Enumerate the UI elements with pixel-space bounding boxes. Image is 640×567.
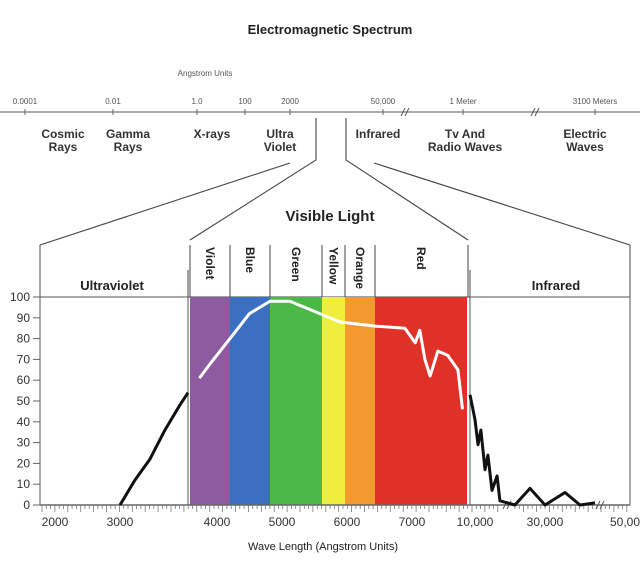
spectrum-tick-label: 1.0: [191, 97, 203, 106]
spectrum-tick-label: 50,000: [371, 97, 396, 106]
x-tick-label: 6000: [334, 515, 361, 529]
spectrum-region-label: Radio Waves: [428, 140, 503, 154]
y-tick-label: 50: [17, 394, 31, 408]
spectrum-tick-label: 1 Meter: [449, 97, 476, 106]
band-label: Blue: [243, 247, 257, 273]
spectrum-region-label: Tv And: [445, 127, 485, 141]
spectrum-region-label: Gamma: [106, 127, 150, 141]
band-label: Violet: [203, 247, 217, 279]
band-green: [270, 297, 322, 505]
band-violet: [190, 297, 230, 505]
band-label: Yellow: [327, 247, 341, 285]
spectrum-region-label: Cosmic: [41, 127, 85, 141]
spectrum-region-label: Rays: [49, 140, 78, 154]
y-tick-label: 90: [17, 311, 31, 325]
y-tick-label: 20: [17, 456, 31, 470]
x-tick-label: 4000: [204, 515, 231, 529]
scale-unit-label: Angstrom Units: [178, 69, 233, 78]
y-tick-label: 10: [17, 477, 31, 491]
spectrum-region-label: X-rays: [194, 127, 231, 141]
visible-light-title: Visible Light: [286, 208, 375, 225]
ultraviolet-panel-label: Ultraviolet: [80, 278, 144, 293]
x-tick-label: 50,00: [610, 515, 640, 529]
spectrum-region-label: Waves: [566, 140, 604, 154]
infrared-panel: [469, 296, 631, 506]
x-tick-label: 5000: [269, 515, 296, 529]
spectrum-region-label: Ultra: [266, 127, 294, 141]
zoom-funnel-lines: [39, 118, 631, 246]
band-orange: [345, 297, 375, 505]
spectrum-region-label: Infrared: [356, 127, 401, 141]
spectrum-region-label: Violet: [264, 140, 296, 154]
spectrum-tick-label: 0.0001: [13, 97, 38, 106]
band-blue: [230, 297, 270, 505]
spectrum-region-label: Electric: [563, 127, 607, 141]
figure-title: Electromagnetic Spectrum: [248, 22, 413, 37]
band-label: Orange: [353, 247, 367, 289]
y-tick-label: 0: [23, 498, 30, 512]
x-tick-label: 2000: [42, 515, 69, 529]
response-curve-infrared: [468, 394, 596, 507]
x-tick-label: 10,000: [457, 515, 494, 529]
spectrum-region-label: Rays: [114, 140, 143, 154]
y-tick-label: 70: [17, 352, 31, 366]
ultraviolet-panel: [39, 296, 189, 506]
y-tick-label: 30: [17, 436, 31, 450]
infrared-panel-label: Infrared: [532, 278, 580, 293]
spectrum-tick-label: 3100 Meters: [573, 97, 617, 106]
spectrum-tick-label: 0.01: [105, 97, 121, 106]
response-curve-visible: [198, 299, 464, 410]
y-tick-label: 80: [17, 332, 31, 346]
response-curve-ultraviolet: [118, 391, 190, 506]
band-yellow: [322, 297, 345, 505]
band-label: Green: [289, 247, 303, 282]
x-axis-break: [502, 500, 605, 510]
x-tick-label: 7000: [399, 515, 426, 529]
spectrum-tick-label: 2000: [281, 97, 299, 106]
x-tick-label: 3000: [107, 515, 134, 529]
spectrum-tick-label: 100: [238, 97, 252, 106]
x-axis-label: Wave Length (Angstrom Units): [248, 541, 398, 553]
x-tick-label: 30,000: [527, 515, 564, 529]
y-tick-label: 60: [17, 373, 31, 387]
y-tick-label: 100: [10, 290, 30, 304]
band-label: Red: [414, 247, 428, 270]
spectrum-breaks: [400, 107, 540, 117]
y-tick-label: 40: [17, 415, 31, 429]
